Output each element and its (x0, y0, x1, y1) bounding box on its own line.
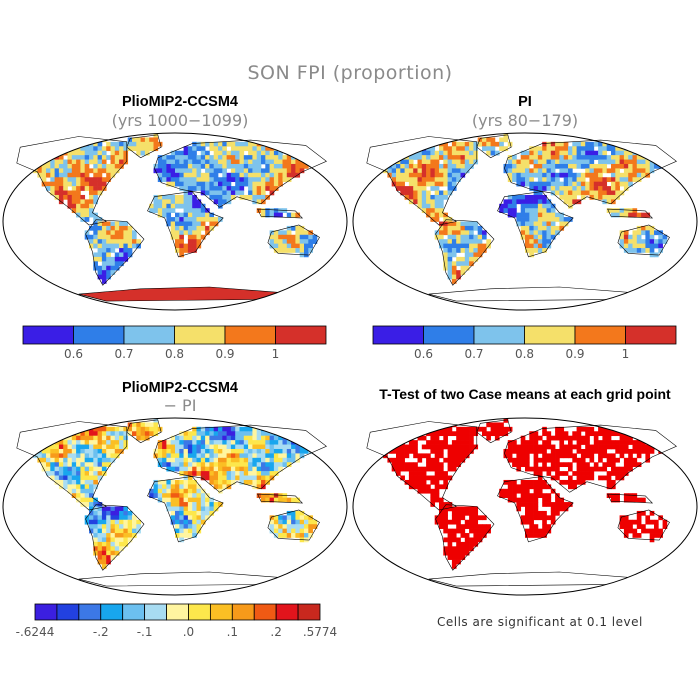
colorbar-diff-tick-label: -.1 (137, 625, 153, 639)
colorbar-diff-swatch (209, 603, 233, 621)
figure-title: SON FPI (proportion) (247, 62, 453, 84)
colorbar-top-left-tick-label: 0.8 (165, 347, 184, 361)
colorbar-top-right-swatch (574, 325, 626, 345)
colorbar-top-left-swatch (73, 325, 125, 345)
colorbar-top-left-swatch (123, 325, 175, 345)
map-b (352, 132, 698, 311)
panel-b-title: PI (518, 94, 532, 110)
colorbar-diff-tick-label: .2 (270, 625, 281, 639)
colorbar-diff-swatch (275, 603, 299, 621)
map-a (2, 132, 348, 311)
colorbar-top-left-tick-label: 0.9 (215, 347, 234, 361)
colorbar-top-left-swatch (275, 325, 327, 345)
colorbar-diff-swatch (166, 603, 189, 621)
panel-c-subtitle: − PI (163, 396, 197, 415)
colorbar-top-right: 0.6 0.7 0.8 0.9 1 (372, 325, 677, 361)
colorbar-top-right-swatch (372, 325, 424, 345)
colorbar-diff-swatch (231, 603, 255, 621)
colorbar-top-right-swatch (423, 325, 475, 345)
colorbar-diff-swatch (144, 603, 167, 621)
colorbar-diff-swatch (122, 603, 146, 621)
colorbar-top-left-tick-label: 0.7 (114, 347, 133, 361)
colorbar-top-right-tick-label: 0.6 (414, 347, 433, 361)
colorbar-top-right-tick-label: 1 (622, 347, 630, 361)
colorbar-top-left-swatch (22, 325, 74, 345)
colorbar-top-left-swatch (174, 325, 226, 345)
significance-note: Cells are significant at 0.1 level (437, 615, 643, 629)
colorbar-diff-tick-label: -.6244 (16, 625, 55, 639)
colorbar-top-right-swatch (524, 325, 576, 345)
colorbar-top-left: 0.6 0.7 0.8 0.9 1 (22, 325, 327, 361)
colorbar-top-left-tick-label: 0.6 (64, 347, 83, 361)
colorbar-top-left-swatch (224, 325, 276, 345)
colorbar-diff-swatch (56, 603, 80, 621)
colorbar-top-right-swatch (473, 325, 525, 345)
colorbar-top-right-tick-label: 0.8 (515, 347, 534, 361)
colorbar-diff-swatch (100, 603, 124, 621)
colorbar-diff-tick-label: .1 (227, 625, 238, 639)
panel-a-title: PlioMIP2-CCSM4 (121, 94, 238, 110)
colorbar-top-right-tick-label: 0.7 (464, 347, 483, 361)
panel-a-subtitle: (yrs 1000−1099) (111, 111, 249, 130)
colorbar-diff-tick-label: -.2 (93, 625, 109, 639)
panel-b-subtitle: (yrs 80−179) (471, 111, 579, 130)
map-c (2, 417, 348, 596)
panel-d-title: T-Test of two Case means at each grid po… (379, 386, 671, 402)
colorbar-top-right-swatch (625, 325, 677, 345)
colorbar-top-left-tick-label: 1 (272, 347, 280, 361)
colorbar-diff: -.6244 -.2 -.1 .0 .1 .2 .5774 (16, 603, 337, 639)
colorbar-diff-swatch (78, 603, 102, 621)
colorbar-diff-swatch (253, 603, 277, 621)
map-d (352, 417, 698, 596)
colorbar-diff-swatch (297, 603, 321, 621)
colorbar-diff-swatch (188, 603, 211, 621)
panel-c-title: PlioMIP2-CCSM4 (121, 380, 238, 396)
colorbar-diff-tick-label: .5774 (303, 625, 337, 639)
colorbar-diff-swatch (34, 603, 58, 621)
colorbar-diff-tick-label: .0 (183, 625, 194, 639)
colorbar-top-right-tick-label: 0.9 (565, 347, 584, 361)
